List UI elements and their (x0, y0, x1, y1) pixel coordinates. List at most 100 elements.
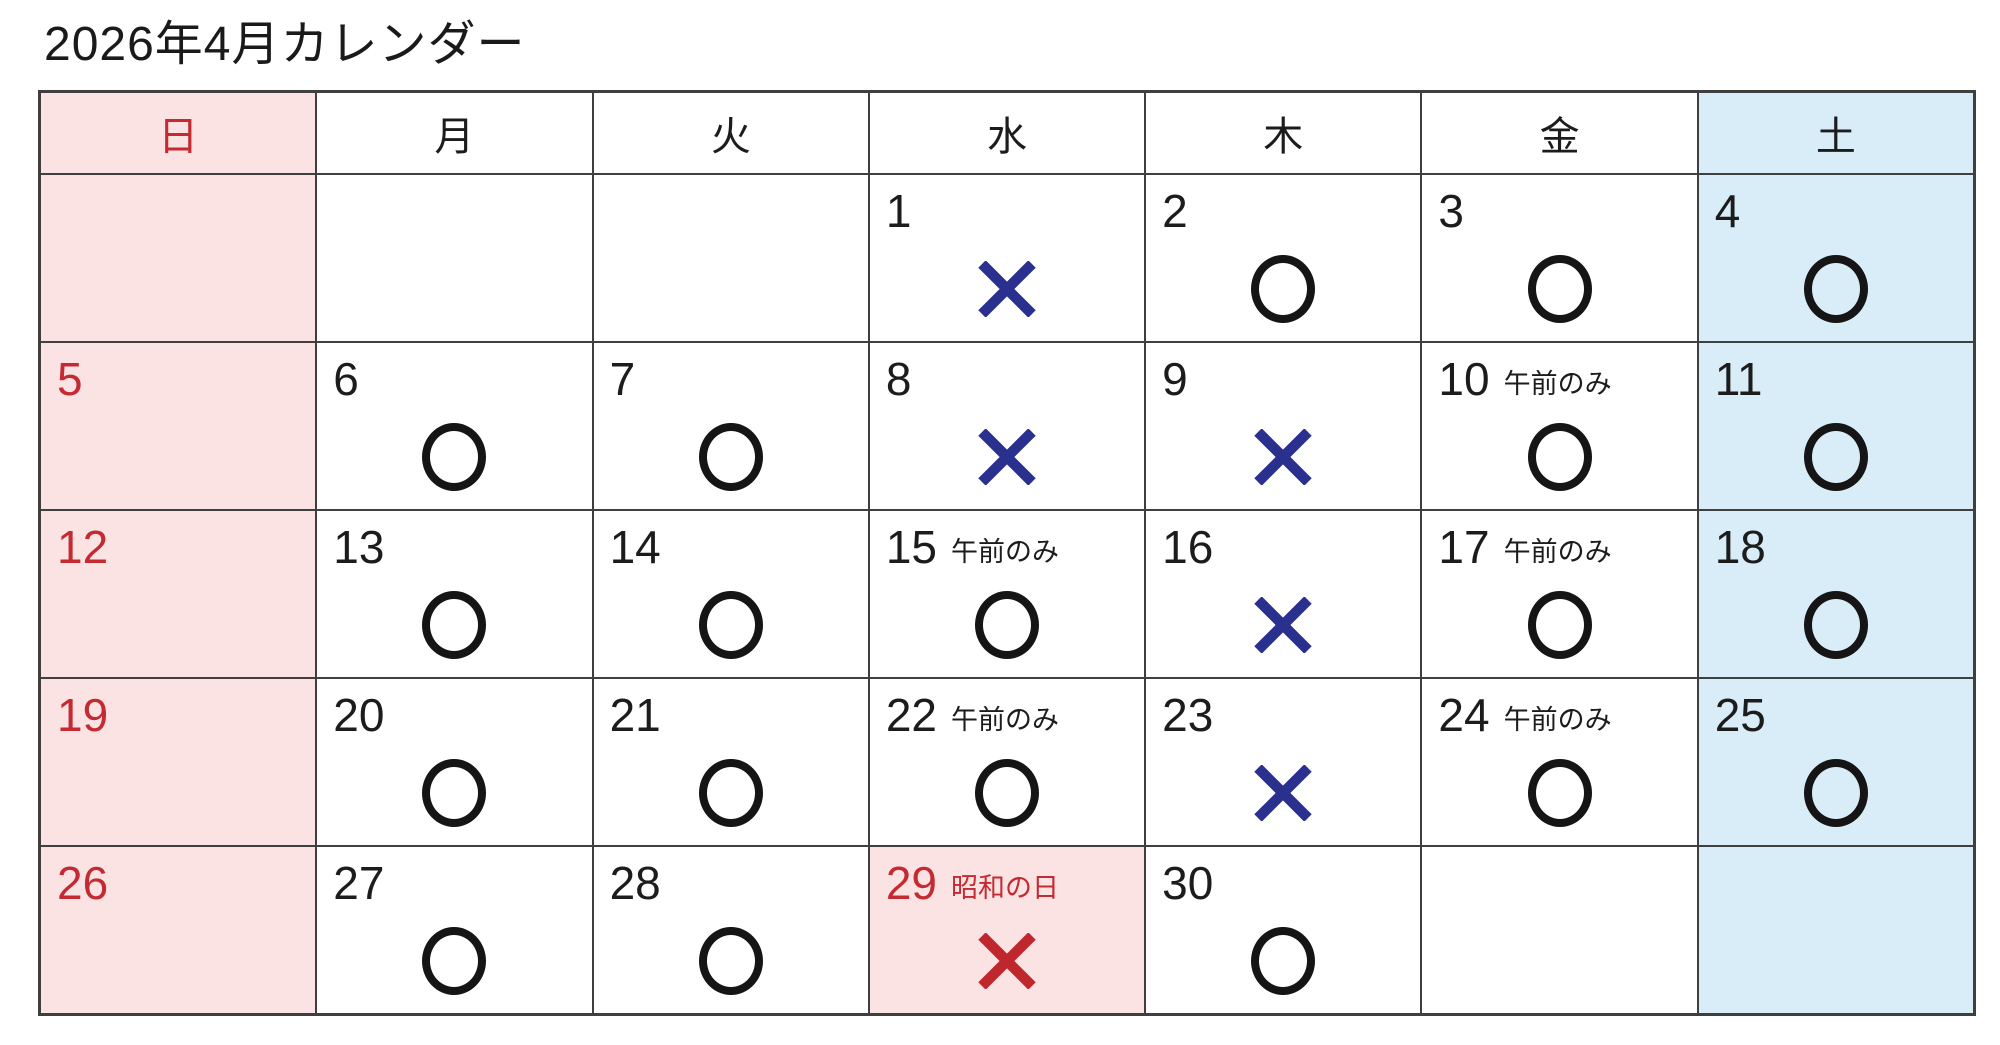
day-number: 25 (1714, 689, 1766, 741)
open-circle-icon (422, 927, 487, 995)
day-cell-19: 19 (41, 679, 316, 845)
day-cell-8: 8 (869, 343, 1145, 509)
day-number: 1 (885, 185, 912, 237)
day-number: 26 (57, 857, 109, 909)
day-cell-4: 4 (1698, 175, 1973, 341)
day-cell-empty (593, 175, 868, 341)
day-cell-head: 2 (1162, 185, 1412, 237)
day-cell-head: 9 (1162, 353, 1412, 405)
day-header-3: 水 (869, 93, 1145, 173)
day-cell-21: 21 (593, 679, 868, 845)
day-number: 23 (1162, 689, 1214, 741)
day-cell-empty (41, 175, 316, 341)
day-number: 29 (885, 857, 938, 909)
calendar-grid: 日月火水木金土 1 2 3 4 5 6 7 8 9 10 午前のみ 11 12 13 14 15 午前のみ 16 17… (38, 90, 1976, 1016)
day-number: 2 (1162, 185, 1188, 237)
open-circle-icon (422, 423, 487, 491)
day-header-label: 金 (1539, 115, 1580, 159)
day-cell-empty (1422, 847, 1697, 1013)
day-cell-head: 12 (57, 521, 307, 573)
day-cell-5: 5 (41, 343, 316, 509)
day-number: 19 (57, 689, 109, 741)
day-note: 午前のみ (1503, 369, 1612, 399)
day-cell-head: 11 (1715, 355, 1965, 404)
day-header-0: 日 (41, 93, 316, 173)
day-cell-23: 23 (1146, 679, 1421, 845)
day-cell-empty (317, 175, 592, 341)
day-number: 7 (609, 353, 636, 405)
day-cell-head: 24 午前のみ (1438, 691, 1688, 740)
day-cell-head: 23 (1162, 689, 1412, 741)
day-cell-18: 18 (1698, 511, 1973, 677)
day-note: 午前のみ (951, 537, 1060, 567)
day-cell-6: 6 (317, 343, 592, 509)
day-number: 12 (57, 521, 109, 573)
day-number: 30 (1162, 857, 1214, 909)
closed-x-icon (1254, 597, 1312, 653)
day-header-label: 月 (434, 115, 475, 159)
day-cell-head: 15 午前のみ (886, 523, 1136, 572)
open-circle-icon (422, 591, 487, 659)
day-header-4: 木 (1146, 93, 1421, 173)
day-number: 9 (1162, 353, 1188, 405)
page-title: 2026年4月カレンダー (44, 18, 526, 71)
open-circle-icon (1527, 423, 1592, 491)
day-number: 13 (333, 521, 385, 573)
day-number: 28 (609, 857, 661, 909)
day-cell-head: 13 (333, 521, 583, 573)
day-number: 20 (333, 689, 385, 741)
day-note: 午前のみ (951, 705, 1060, 735)
day-cell-head: 18 (1714, 521, 1965, 573)
day-cell-head: 17 午前のみ (1438, 523, 1688, 572)
day-cell-head: 20 (333, 689, 583, 741)
day-header-2: 火 (593, 93, 868, 173)
day-number: 10 (1438, 353, 1490, 405)
day-cell-head: 28 (609, 857, 860, 909)
day-cell-head: 29 昭和の日 (885, 857, 1136, 909)
day-cell-2: 2 (1146, 175, 1421, 341)
open-circle-icon (974, 591, 1039, 659)
open-circle-icon (698, 759, 763, 827)
day-cell-head: 7 (609, 353, 860, 405)
closed-x-icon (1254, 429, 1312, 485)
day-cell-head: 4 (1715, 187, 1965, 236)
day-cell-7: 7 (593, 343, 868, 509)
day-cell-24: 24 午前のみ (1422, 679, 1697, 845)
open-circle-icon (698, 591, 763, 659)
open-circle-icon (698, 423, 763, 491)
day-cell-head: 30 (1162, 857, 1412, 909)
day-cell-13: 13 (317, 511, 592, 677)
day-cell-head: 14 (610, 523, 860, 572)
day-cell-head: 25 (1714, 689, 1965, 741)
day-cell-head: 21 (609, 689, 860, 741)
day-cell-head: 27 (333, 857, 583, 909)
open-circle-icon (1803, 591, 1868, 659)
day-number: 21 (609, 689, 661, 741)
day-cell-head: 26 (57, 857, 307, 909)
closed-x-icon (1254, 765, 1312, 821)
day-cell-head: 19 (57, 689, 307, 741)
day-header-label: 水 (986, 115, 1027, 159)
day-number: 18 (1714, 521, 1766, 573)
open-circle-icon (974, 759, 1039, 827)
day-cell-9: 9 (1146, 343, 1421, 509)
day-cell-head: 8 (886, 355, 1136, 404)
day-cell-head: 16 (1162, 521, 1412, 573)
day-cell-26: 26 (41, 847, 316, 1013)
day-cell-20: 20 (317, 679, 592, 845)
day-cell-head: 1 (885, 185, 1136, 237)
open-circle-icon (1251, 255, 1316, 323)
day-number: 27 (333, 857, 385, 909)
day-cell-head: 3 (1438, 187, 1688, 236)
day-header-label: 木 (1263, 115, 1304, 159)
closed-x-icon (978, 261, 1036, 317)
day-number: 16 (1162, 521, 1214, 573)
day-cell-29: 29 昭和の日 (869, 847, 1145, 1013)
day-cell-head: 6 (333, 355, 583, 404)
open-circle-icon (422, 759, 487, 827)
day-cell-1: 1 (869, 175, 1145, 341)
day-header-label: 日 (158, 115, 199, 159)
day-cell-27: 27 (317, 847, 592, 1013)
day-header-label: 土 (1815, 115, 1856, 159)
